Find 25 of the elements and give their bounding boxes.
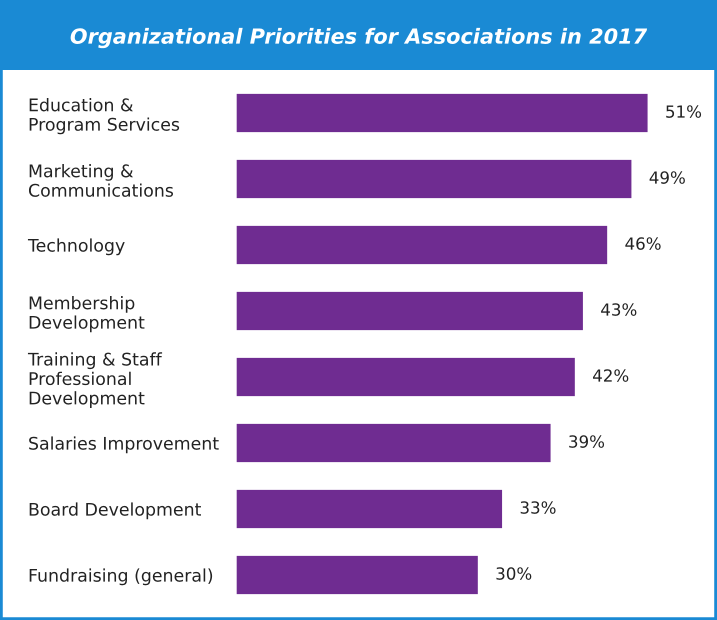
data-label: 30% — [496, 567, 532, 580]
data-label: 51% — [666, 105, 702, 118]
data-label: 42% — [593, 369, 628, 382]
bar — [236, 158, 633, 200]
data-label: 33% — [520, 501, 556, 514]
bar — [236, 224, 609, 266]
bar — [236, 290, 584, 332]
y-tick-label: Fundraising (general) — [30, 568, 212, 586]
y-tick-label: Education & Program Services — [30, 98, 180, 134]
y-tick-label: Marketing & Communications — [28, 164, 174, 197]
data-label: 49% — [650, 171, 685, 184]
bar — [236, 92, 649, 134]
bar — [236, 422, 552, 464]
y-tick-label: Technology — [28, 238, 125, 256]
data-label: 39% — [569, 435, 604, 448]
data-label: 46% — [625, 237, 661, 250]
bar — [236, 356, 576, 398]
y-tick-label: Membership Development — [30, 296, 144, 332]
data-label: 43% — [601, 303, 636, 316]
bar — [236, 554, 480, 596]
bar — [236, 488, 504, 530]
y-tick-label: Training & Staff Professional Development — [28, 352, 162, 408]
y-tick-label: Salaries Improvement — [29, 436, 219, 454]
chart-title: Organizational Priorities for Associations in 2017 — [70, 28, 648, 48]
y-tick-label: Board Development — [30, 502, 201, 520]
